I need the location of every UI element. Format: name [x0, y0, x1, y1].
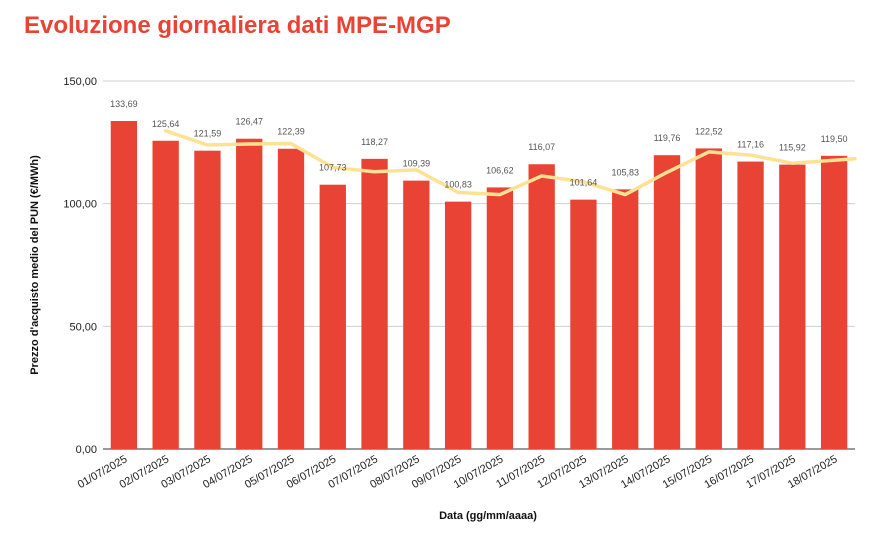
bar — [486, 187, 514, 449]
bar — [695, 148, 722, 449]
data-label: 115,92 — [779, 143, 806, 153]
bar — [737, 161, 764, 450]
data-label: 122,52 — [695, 126, 723, 136]
bars — [110, 121, 848, 450]
data-label: 109,39 — [403, 159, 431, 169]
bar — [277, 148, 305, 450]
x-axis-title: Data (gg/mm/aaaa) — [439, 510, 537, 522]
y-tick-label: 0,00 — [76, 444, 97, 456]
data-label: 116,07 — [528, 142, 555, 152]
y-tick-label: 150,00 — [63, 76, 97, 88]
bar — [528, 164, 555, 450]
bar — [779, 164, 806, 449]
y-axis-title: Prezzo d'acquisto medio del PUN (€/MWh) — [29, 155, 41, 375]
trend-line-group — [163, 129, 857, 197]
bar — [194, 150, 221, 449]
data-label: 119,76 — [654, 133, 681, 143]
gridlines — [103, 80, 855, 450]
chart-title: Evoluzione giornaliera dati MPE-MGP — [24, 12, 451, 39]
bar — [570, 199, 597, 449]
data-label: 133,69 — [110, 99, 138, 109]
data-labels: 133,69 125,64 121,59 126,47 122,39 107,73 118,… — [110, 99, 847, 190]
bar — [403, 180, 430, 449]
data-label: 125,64 — [152, 119, 180, 129]
data-label: 106,62 — [486, 165, 514, 175]
data-label: 126,47 — [235, 117, 263, 127]
bar — [612, 189, 639, 449]
y-axis-ticks: 0,00 50,00 100,00 150,00 — [63, 76, 97, 456]
bar — [653, 155, 681, 450]
data-label: 100,83 — [444, 180, 472, 190]
data-label: 119,50 — [821, 134, 848, 144]
y-tick-label: 100,00 — [63, 199, 97, 211]
data-label: 117,16 — [737, 140, 764, 150]
bar — [152, 140, 179, 450]
bar — [110, 121, 138, 450]
x-axis-ticks: 01/07/202502/07/202503/07/202504/07/2025… — [76, 453, 840, 491]
data-label: 118,27 — [361, 137, 388, 147]
bar — [361, 158, 388, 449]
data-label: 121,59 — [194, 129, 222, 139]
bar — [319, 184, 346, 449]
data-label: 122,39 — [277, 127, 305, 137]
bar — [444, 201, 472, 449]
data-label: 107,73 — [319, 163, 347, 173]
data-label: 101,64 — [570, 178, 598, 188]
data-label: 105,83 — [611, 167, 639, 177]
trend-line — [163, 129, 857, 197]
bar — [236, 138, 263, 449]
y-tick-label: 50,00 — [69, 321, 97, 333]
bar — [820, 155, 848, 449]
